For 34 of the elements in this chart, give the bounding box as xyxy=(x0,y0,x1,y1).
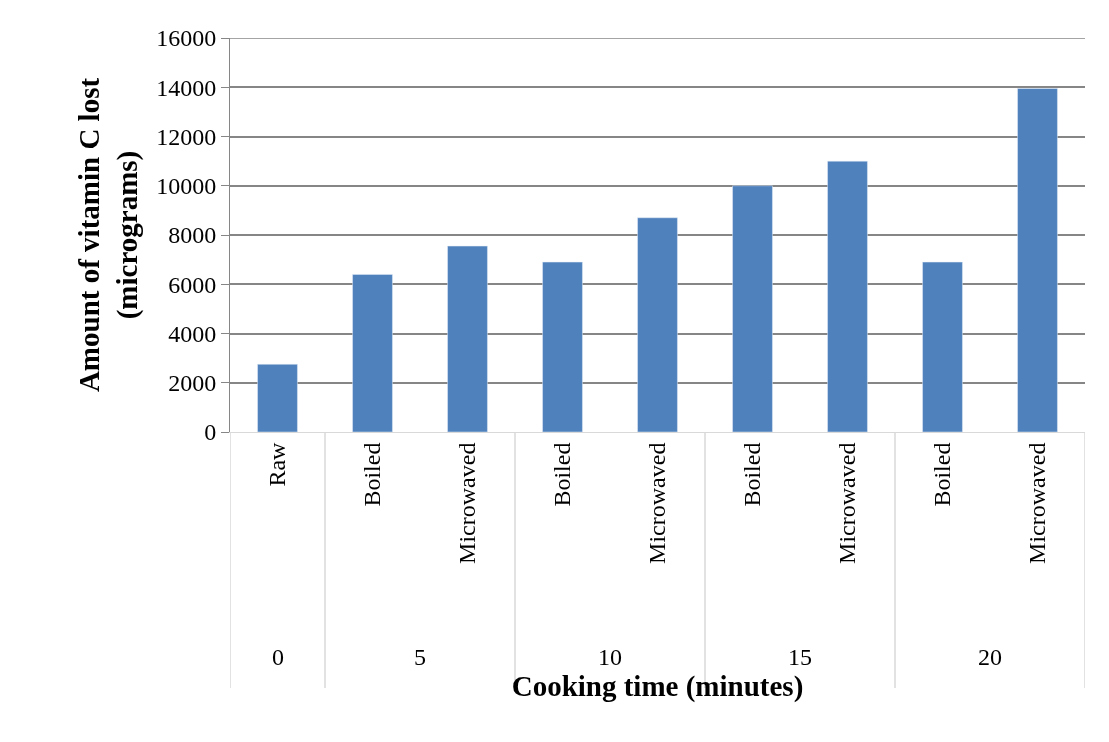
y-tick-label: 8000 xyxy=(168,222,217,249)
x-tick-label: Microwaved xyxy=(834,442,861,564)
y-tick-label: 16000 xyxy=(156,25,217,52)
x-tick-label: Raw xyxy=(264,441,291,487)
bar xyxy=(637,217,678,432)
x-tick-label: Boiled xyxy=(359,442,386,507)
x-tick-label: Boiled xyxy=(929,442,956,507)
x-axis-title: Cooking time (minutes) xyxy=(511,669,804,703)
text: 20 xyxy=(978,644,1002,670)
y-tick-label: 12000 xyxy=(156,123,217,150)
text: 5 xyxy=(414,644,426,670)
text: 15 xyxy=(788,644,812,670)
text: 10 xyxy=(598,644,622,670)
x-tick-label: Microwaved xyxy=(454,442,481,564)
x-tick-label: Microwaved xyxy=(644,442,671,564)
bar xyxy=(827,160,868,432)
y-tick-label: 14000 xyxy=(156,74,217,101)
text: 0 xyxy=(272,644,284,670)
y-tick-label: 0 xyxy=(204,419,217,446)
y-tick-label: 2000 xyxy=(168,370,217,397)
x-tick-label: Boiled xyxy=(549,442,576,507)
bar xyxy=(732,185,773,432)
bar xyxy=(257,364,298,432)
bar xyxy=(922,261,963,432)
bar xyxy=(542,261,583,432)
y-tick-label: 4000 xyxy=(168,320,217,347)
y-axis-title: Amount of vitamin C lost (micrograms) xyxy=(72,77,144,393)
y-tick-label: 6000 xyxy=(168,271,217,298)
bar xyxy=(447,245,488,432)
bar xyxy=(352,274,393,432)
bar xyxy=(1017,88,1058,432)
y-tick-label: 10000 xyxy=(156,173,217,200)
x-tick-label: Microwaved xyxy=(1024,442,1051,564)
x-tick-label: Boiled xyxy=(739,442,766,507)
